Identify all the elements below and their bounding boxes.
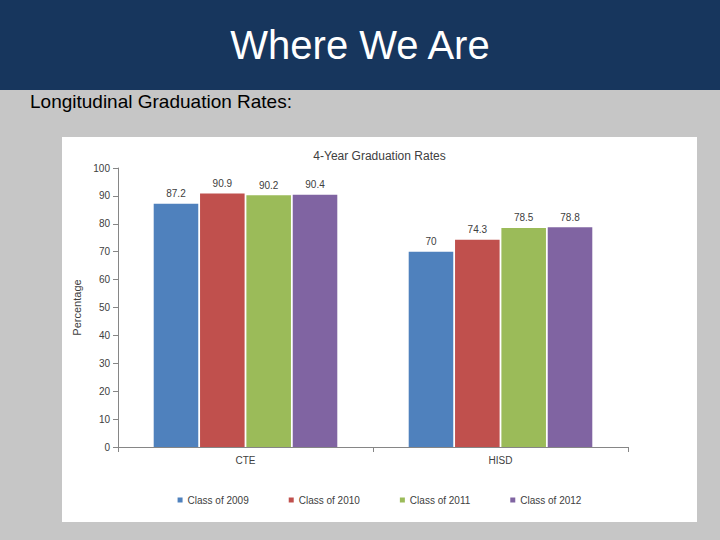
svg-text:CTE: CTE bbox=[236, 455, 256, 466]
svg-text:78.5: 78.5 bbox=[514, 212, 534, 223]
svg-text:20: 20 bbox=[99, 386, 111, 397]
svg-text:Class of 2012: Class of 2012 bbox=[520, 495, 582, 506]
svg-text:0: 0 bbox=[104, 442, 110, 453]
svg-text:87.2: 87.2 bbox=[166, 188, 186, 199]
svg-text:4-Year Graduation Rates: 4-Year Graduation Rates bbox=[313, 149, 445, 163]
svg-text:Class of 2009: Class of 2009 bbox=[188, 495, 250, 506]
svg-text:70: 70 bbox=[99, 246, 111, 257]
svg-text:10: 10 bbox=[99, 414, 111, 425]
svg-text:78.8: 78.8 bbox=[560, 212, 580, 223]
svg-text:Class of 2010: Class of 2010 bbox=[299, 495, 361, 506]
svg-text:30: 30 bbox=[99, 358, 111, 369]
svg-text:80: 80 bbox=[99, 218, 111, 229]
svg-text:100: 100 bbox=[93, 163, 110, 174]
html-text:Where We Are: Where We Are bbox=[230, 23, 490, 67]
svg-text:90.2: 90.2 bbox=[259, 180, 279, 191]
svg-text:90: 90 bbox=[99, 190, 111, 201]
svg-text:50: 50 bbox=[99, 302, 111, 313]
svg-text:90.9: 90.9 bbox=[213, 178, 233, 189]
svg-text:Percentage: Percentage bbox=[71, 279, 83, 335]
svg-text:70: 70 bbox=[425, 236, 437, 247]
svg-text:74.3: 74.3 bbox=[468, 224, 488, 235]
html-text:Longitudinal Graduation Rates:: Longitudinal Graduation Rates: bbox=[30, 91, 292, 112]
svg-text:HISD: HISD bbox=[489, 455, 513, 466]
svg-text:60: 60 bbox=[99, 274, 111, 285]
svg-text:40: 40 bbox=[99, 330, 111, 341]
svg-text:90.4: 90.4 bbox=[305, 179, 325, 190]
svg-text:Class of 2011: Class of 2011 bbox=[410, 495, 471, 506]
